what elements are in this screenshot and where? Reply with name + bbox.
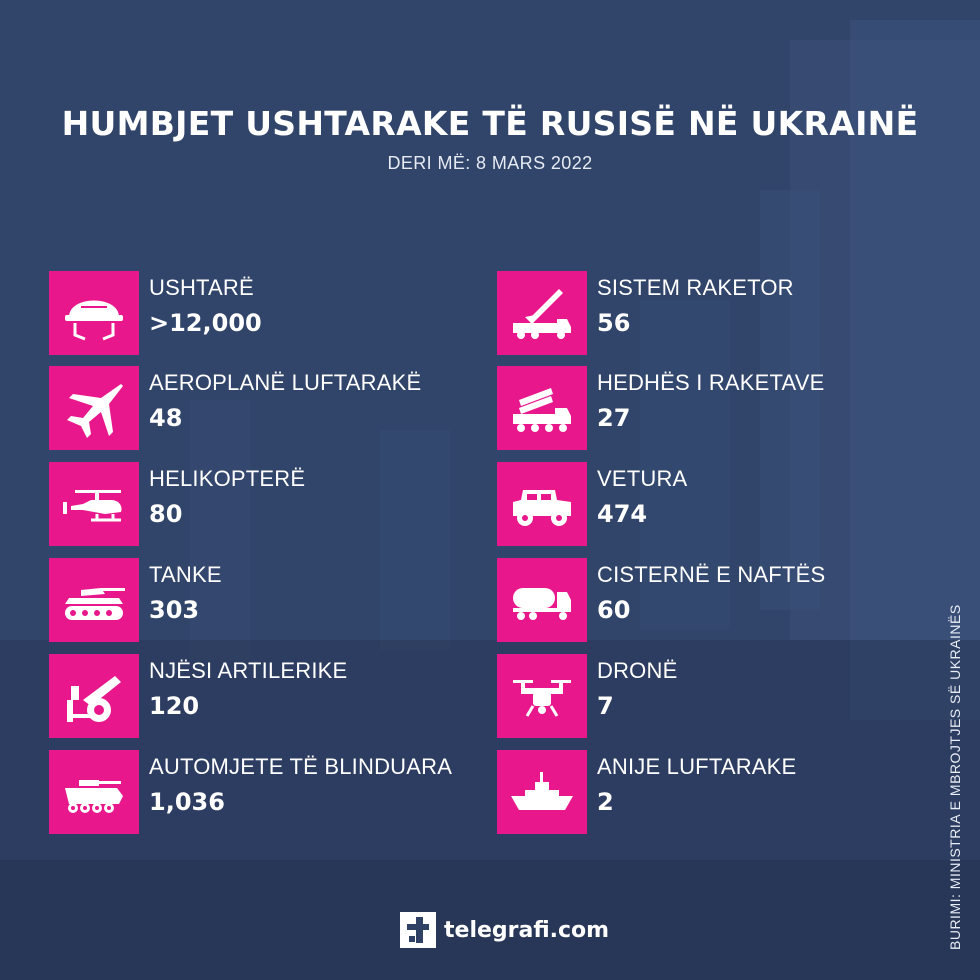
stat-tanks: TANKE 303 — [49, 558, 469, 648]
stat-tile — [497, 558, 587, 642]
stat-soldiers: USHTARË >12,000 — [49, 271, 469, 361]
stat-label: USHTARË — [149, 275, 254, 300]
helmet-icon — [65, 300, 123, 341]
stat-label: DRONË — [597, 658, 678, 683]
stat-label: HEDHËS I RAKETAVE — [597, 370, 825, 395]
stat-missile-systems: SISTEM RAKETOR 56 — [497, 271, 917, 361]
stat-label: AEROPLANË LUFTARAKË — [149, 370, 422, 395]
stat-tile — [49, 750, 139, 834]
stat-helicopters: HELIKOPTERË 80 — [49, 462, 469, 552]
stat-label: ANIJE LUFTARAKE — [597, 754, 797, 779]
telegrafi-logo[interactable]: telegrafi.com — [400, 912, 609, 948]
stat-value: >12,000 — [149, 309, 262, 337]
stat-tile — [49, 462, 139, 546]
stat-tile — [49, 271, 139, 355]
helicopter-icon — [63, 490, 122, 522]
stat-label: AUTOMJETE TË BLINDUARA — [149, 754, 453, 779]
stat-artillery: NJËSI ARTILERIKE 120 — [49, 654, 469, 744]
drone-icon — [513, 680, 571, 717]
stat-vehicles: VETURA 474 — [497, 462, 917, 552]
stat-label: CISTERNË E NAFTËS — [597, 562, 826, 587]
stat-rocket-launchers: HEDHËS I RAKETAVE 27 — [497, 366, 917, 456]
stat-value: 7 — [597, 692, 614, 720]
source-credit: BURIMI: MINISTRIA E MBROJTJES SË UKRAINË… — [947, 604, 963, 950]
stat-label: VETURA — [597, 466, 688, 491]
stat-value: 27 — [597, 404, 631, 432]
stat-value: 1,036 — [149, 788, 225, 816]
artillery-icon — [67, 676, 121, 722]
stat-label: NJËSI ARTILERIKE — [149, 658, 348, 683]
page-title: HUMBJET USHTARAKE TË RUSISË NË UKRAINË — [61, 104, 919, 143]
stat-label: HELIKOPTERË — [149, 466, 306, 491]
stat-armored-vehicles: AUTOMJETE TË BLINDUARA 1,036 — [49, 750, 469, 840]
stat-tile — [497, 654, 587, 738]
stat-value: 60 — [597, 596, 631, 624]
page-subtitle: DERI MË: 8 MARS 2022 — [387, 153, 593, 173]
stat-label: SISTEM RAKETOR — [597, 275, 794, 300]
stat-value: 2 — [597, 788, 614, 816]
stat-fighter-jets: AEROPLANË LUFTARAKË 48 — [49, 366, 469, 456]
stat-value: 303 — [149, 596, 200, 624]
stat-fuel-tankers: CISTERNË E NAFTËS 60 — [497, 558, 917, 648]
stat-tile — [49, 558, 139, 642]
tank-icon — [65, 588, 125, 620]
stat-value: 120 — [149, 692, 200, 720]
warship-icon — [511, 772, 573, 810]
logo-text: telegrafi.com — [444, 917, 610, 943]
fighter-jet-icon — [67, 384, 123, 438]
fuel-tanker-icon — [513, 588, 571, 620]
stat-warships: ANIJE LUFTARAKE 2 — [497, 750, 917, 840]
stat-tile — [497, 366, 587, 450]
rocket-launcher-icon — [513, 388, 571, 432]
stat-tile — [497, 462, 587, 546]
missile-system-icon — [513, 289, 571, 339]
armored-vehicle-icon — [65, 780, 123, 813]
stat-tile — [49, 366, 139, 450]
telegrafi-logo-icon — [400, 912, 436, 948]
stat-drones: DRONË 7 — [497, 654, 917, 744]
stat-tile — [497, 750, 587, 834]
stat-label: TANKE — [149, 562, 222, 587]
stat-value: 48 — [149, 404, 183, 432]
stat-value: 474 — [597, 500, 648, 528]
stat-tile — [49, 654, 139, 738]
stat-value: 56 — [597, 309, 631, 337]
stat-value: 80 — [149, 500, 183, 528]
stat-tile — [497, 271, 587, 355]
jeep-icon — [513, 490, 571, 526]
